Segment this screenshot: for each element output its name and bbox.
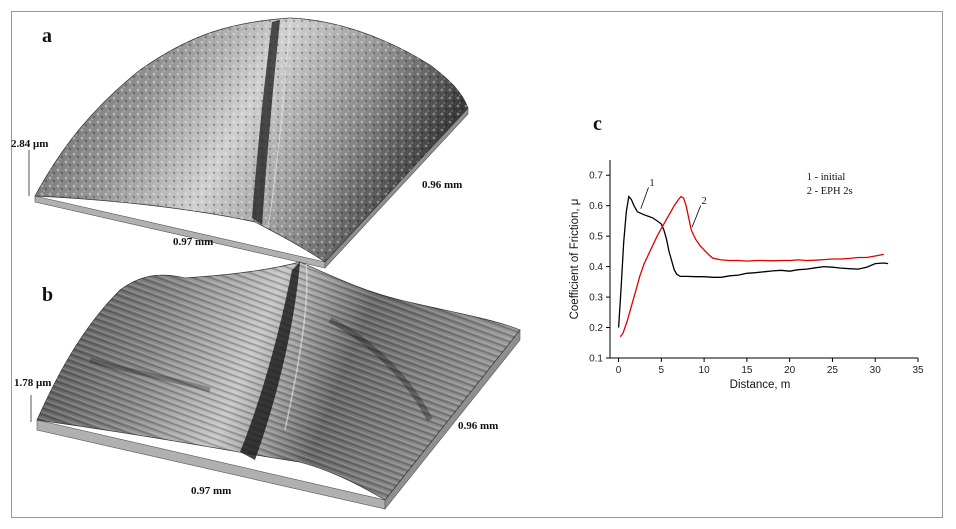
legend-entry-2: 2 - EPH 2s <box>807 186 853 197</box>
x-tick-label: 25 <box>827 365 839 376</box>
y-tick-label: 0.1 <box>589 354 603 365</box>
series-line-1 <box>617 195 889 328</box>
y-axis-label: Coefficient of Friction, μ <box>569 199 581 320</box>
legend-entry-1: 1 - initial <box>807 172 846 183</box>
x-tick-label: 30 <box>870 365 882 376</box>
panel-c-letter: c <box>593 113 602 135</box>
panel-b-letter: b <box>42 284 54 306</box>
figure-frame <box>11 11 943 518</box>
panel-a-letter: a <box>42 25 52 47</box>
series-line-2 <box>619 195 884 338</box>
x-tick-label: 5 <box>659 365 665 376</box>
curve-2-label: 2 <box>702 196 707 207</box>
friction-chart: 0 5 10 15 20 25 30 35 0.1 0.2 0.3 0.4 0.5 0.6 0.7 Dista… <box>569 160 924 391</box>
x-axis-label: Distance, m <box>730 379 791 391</box>
y-tick-label: 0.7 <box>589 171 603 182</box>
x-tick-label: 15 <box>741 365 753 376</box>
x-tick-label: 35 <box>912 365 924 376</box>
panel-a-x-extent: 0.97 mm <box>173 236 214 248</box>
curve-1-leader <box>640 187 649 209</box>
panel-a-z-scale: 2.84 μm <box>11 138 49 150</box>
surface-b-wear-track <box>240 262 300 460</box>
panel-b-z-scale: 1.78 μm <box>14 377 52 389</box>
panel-a-y-extent: 0.96 mm <box>422 179 463 191</box>
x-tick-label: 20 <box>784 365 796 376</box>
y-tick-label: 0.2 <box>589 323 603 334</box>
y-tick-label: 0.4 <box>589 262 603 273</box>
y-tick-label: 0.6 <box>589 201 603 212</box>
surface-a-wear-track <box>252 20 280 225</box>
y-tick-label: 0.5 <box>589 232 603 243</box>
panel-b-y-extent: 0.96 mm <box>458 420 499 432</box>
x-tick-label: 10 <box>699 365 711 376</box>
x-tick-label: 0 <box>616 365 622 376</box>
y-tick-label: 0.3 <box>589 293 603 304</box>
curve-1-label: 1 <box>649 178 654 189</box>
curve-2-leader <box>691 205 702 228</box>
panel-b-x-extent: 0.97 mm <box>191 485 232 497</box>
